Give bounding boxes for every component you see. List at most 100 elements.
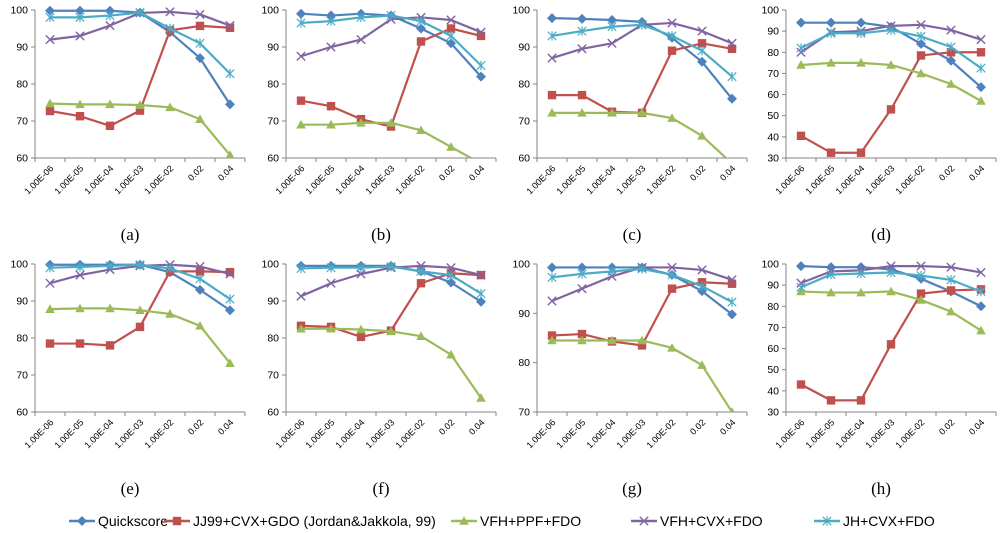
series-line-quickscore xyxy=(551,17,733,100)
y-tick-label: 100 xyxy=(261,259,279,271)
x-tick-label: 1.00E-04 xyxy=(834,163,867,196)
y-tick-label: 100 xyxy=(512,5,530,17)
x-tick-label: 1.00E-06 xyxy=(23,163,56,196)
data-point-vfh_ppf xyxy=(856,287,866,297)
chart-panel-8: 304050607080901001.00E-061.00E-051.00E-0… xyxy=(761,259,997,498)
y-tick-label: 100 xyxy=(10,259,28,271)
data-point-jh_cvx xyxy=(826,28,836,38)
data-point-vfh_ppf xyxy=(45,98,55,108)
data-point-jj99 xyxy=(667,46,677,55)
y-tick-label: 80 xyxy=(16,333,28,345)
data-point-jj99 xyxy=(225,23,235,32)
data-point-quickscore xyxy=(826,17,836,28)
x-tick-label: 1.00E-02 xyxy=(645,163,678,196)
data-point-quickscore xyxy=(476,71,486,82)
y-tick-label: 100 xyxy=(10,5,28,17)
data-point-quickscore xyxy=(946,55,956,66)
plot-area xyxy=(296,260,486,402)
data-point-vfh_ppf xyxy=(946,306,956,316)
data-point-jh_cvx xyxy=(946,275,956,285)
y-tick-label: 100 xyxy=(761,259,779,271)
plot-area xyxy=(45,259,235,367)
data-point-vfh_cvx xyxy=(75,31,85,41)
x-tick-label: 1.00E-06 xyxy=(774,163,807,196)
data-point-jh_cvx xyxy=(105,261,115,271)
x-tick-label: 0.02 xyxy=(437,163,456,182)
x-tick-label: 0.04 xyxy=(216,417,235,436)
x-tick-label: 1.00E-06 xyxy=(525,417,558,450)
x-tick-label: 0.02 xyxy=(437,417,456,436)
data-point-jj99 xyxy=(796,131,806,140)
data-point-jj99 xyxy=(75,339,85,348)
x-tick-label: 1.00E-05 xyxy=(304,417,337,450)
plot-area xyxy=(547,262,737,412)
data-point-jh_cvx xyxy=(577,26,587,36)
data-point-jj99 xyxy=(356,332,366,342)
data-point-jj99 xyxy=(946,48,956,57)
data-point-jh_cvx xyxy=(667,270,677,280)
panel-caption: (c) xyxy=(623,225,642,244)
data-point-jj99 xyxy=(195,21,205,31)
data-point-jj99 xyxy=(135,106,145,115)
data-point-jh_cvx xyxy=(826,269,836,280)
data-point-jh_cvx xyxy=(195,274,205,284)
x-tick-label: 1.00E-04 xyxy=(83,163,116,196)
legend-label: JJ99+CVX+GDO (Jordan&Jakkola, 99) xyxy=(193,513,436,529)
data-point-jh_cvx xyxy=(577,269,587,279)
data-point-jj99 xyxy=(916,289,926,298)
data-point-vfh_ppf xyxy=(607,108,617,117)
data-point-vfh_ppf xyxy=(577,108,587,117)
x-tick-label: 1.00E-05 xyxy=(555,417,588,450)
y-tick-label: 70 xyxy=(267,370,279,382)
y-tick-label: 70 xyxy=(518,116,530,128)
data-point-vfh_cvx xyxy=(697,26,707,36)
data-point-quickscore xyxy=(446,38,456,49)
data-point-vfh_ppf xyxy=(326,119,336,129)
data-point-vfh_cvx xyxy=(296,291,306,301)
y-tick-label: 40 xyxy=(767,131,779,143)
data-point-vfh_ppf xyxy=(105,303,115,313)
x-tick-label: 1.00E-03 xyxy=(864,163,897,196)
data-point-quickscore xyxy=(727,93,737,104)
data-point-vfh_cvx xyxy=(356,34,366,45)
x-tick-label: 0.04 xyxy=(967,417,986,436)
data-point-jh_cvx xyxy=(446,31,456,41)
data-point-jh_cvx xyxy=(386,10,396,21)
x-tick-label: 1.00E-05 xyxy=(53,417,86,450)
legend-label: JH+CVX+FDO xyxy=(843,513,935,529)
legend-marker-square xyxy=(172,516,182,526)
legend-marker-triangle xyxy=(459,516,469,525)
chart-panel-4: 304050607080901001.00E-061.00E-051.00E-0… xyxy=(761,5,997,244)
data-point-jh_cvx xyxy=(225,68,235,79)
y-tick-label: 90 xyxy=(16,42,28,54)
data-point-jh_cvx xyxy=(195,38,205,48)
panel-caption: (e) xyxy=(121,479,140,498)
data-point-jh_cvx xyxy=(796,43,806,53)
chart-panel-5: 607080901001.00E-061.00E-051.00E-041.00E… xyxy=(10,259,246,498)
data-point-jj99 xyxy=(976,48,986,57)
y-tick-label: 50 xyxy=(767,364,779,376)
data-point-vfh_ppf xyxy=(729,407,735,412)
data-point-vfh_ppf xyxy=(446,349,456,359)
data-point-vfh_cvx xyxy=(946,25,956,35)
data-point-jh_cvx xyxy=(105,10,115,21)
panel-caption: (d) xyxy=(871,225,891,244)
data-point-jh_cvx xyxy=(45,263,55,273)
y-tick-label: 80 xyxy=(767,47,779,59)
data-point-vfh_ppf xyxy=(916,68,926,78)
data-point-jh_cvx xyxy=(356,12,366,23)
data-point-vfh_cvx xyxy=(976,267,986,278)
data-point-jh_cvx xyxy=(476,60,486,71)
data-point-vfh_ppf xyxy=(416,125,426,135)
data-point-jj99 xyxy=(446,24,456,33)
data-point-quickscore xyxy=(225,99,235,110)
chart-panel-6: 607080901001.00E-061.00E-051.00E-041.00E… xyxy=(261,259,497,498)
legend-marker-diamond xyxy=(77,516,87,526)
data-point-vfh_cvx xyxy=(326,42,336,52)
data-point-vfh_ppf xyxy=(796,60,806,69)
y-tick-label: 60 xyxy=(767,89,779,101)
chart-panel-3: 607080901001.00E-061.00E-051.00E-041.00E… xyxy=(512,5,748,244)
data-point-jj99 xyxy=(195,267,205,276)
y-tick-label: 80 xyxy=(267,79,279,91)
data-point-jj99 xyxy=(667,284,677,293)
